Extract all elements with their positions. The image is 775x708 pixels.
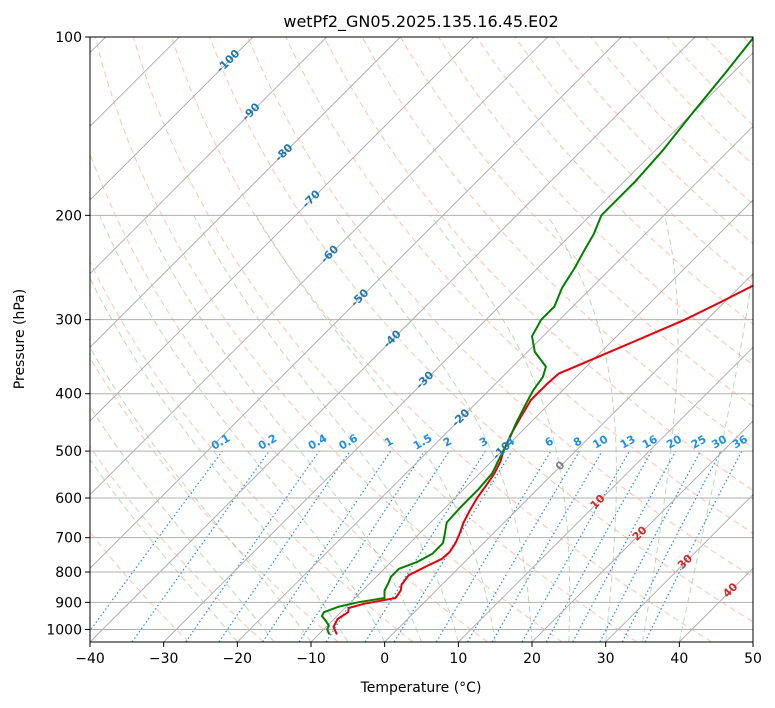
y-tick-label: 500 — [55, 444, 82, 460]
mixing-ratio-line — [131, 450, 270, 642]
dry-adiabat — [90, 446, 264, 642]
y-tick-label: 100 — [55, 30, 82, 46]
isotherm — [90, 37, 696, 642]
chart-title: wetPf2_GN05.2025.135.16.45.E02 — [283, 12, 558, 32]
mixing-ratio-line — [218, 450, 351, 642]
dry-adiabat — [171, 37, 712, 642]
y-tick-label: 1000 — [46, 622, 82, 638]
x-tick-label: 40 — [670, 651, 688, 667]
mixing-ratio-line — [90, 450, 223, 632]
isotherm — [90, 37, 254, 201]
mixing-ratio-line — [521, 450, 631, 642]
mixing-ratio-line — [572, 450, 677, 642]
moist-adiabat — [90, 458, 238, 642]
dry-adiabat — [247, 37, 753, 578]
moist-adiabat — [332, 215, 533, 642]
isotherm — [384, 272, 753, 642]
x-axis: −40 −30 −20 −10 0 10 20 30 40 50 — [75, 642, 762, 667]
mixing-ratio-line — [298, 450, 425, 642]
temperature-profile — [332, 284, 753, 635]
dry-adiabat — [514, 37, 753, 285]
dry-adiabat — [90, 260, 414, 642]
isotherm — [90, 37, 401, 349]
y-tick-label: 400 — [55, 387, 82, 403]
y-tick-label: 800 — [55, 565, 82, 581]
x-tick-label: −20 — [223, 651, 253, 667]
mixing-ratio-line — [644, 450, 743, 642]
dry-adiabat — [132, 37, 638, 642]
y-tick-label: 300 — [55, 313, 82, 329]
isotherm — [90, 37, 475, 422]
isotherm — [457, 346, 753, 642]
isotherm — [310, 199, 753, 642]
dry-adiabat — [323, 37, 753, 491]
y-tick-label: 900 — [55, 595, 82, 611]
isotherm — [531, 420, 753, 642]
isotherm — [90, 37, 549, 496]
x-tick-label: 10 — [449, 651, 467, 667]
y-tick-label: 200 — [55, 208, 82, 224]
y-axis-title: Pressure (hPa) — [12, 289, 28, 389]
dry-adiabat — [90, 356, 339, 642]
series-layer — [321, 37, 753, 635]
mixing-ratio-line — [185, 450, 320, 642]
x-tick-label: −30 — [149, 651, 179, 667]
mixing-ratio-line — [325, 450, 450, 642]
dewpoint-profile — [321, 37, 753, 635]
moist-adiabat — [90, 346, 312, 642]
dry-adiabat — [94, 37, 563, 642]
plot-frame — [89, 36, 754, 643]
x-tick-label: −10 — [296, 651, 326, 667]
isotherm — [605, 493, 753, 642]
x-tick-label: 30 — [597, 651, 615, 667]
moist-adiabat — [642, 215, 679, 642]
moist-adiabat — [193, 215, 459, 642]
mixing-ratio-line — [393, 450, 513, 642]
y-axis: 100 200 300 400 500 600 700 800 900 1000 — [46, 30, 90, 638]
isotherm — [236, 125, 753, 642]
moist-adiabat — [678, 264, 753, 642]
isotherm — [90, 37, 328, 275]
dry-adiabat — [476, 37, 753, 325]
x-tick-label: 0 — [380, 651, 389, 667]
moist-adiabat — [90, 405, 275, 642]
gridlines — [90, 37, 753, 642]
moist-adiabat — [142, 215, 422, 642]
dry-adiabat — [209, 37, 753, 623]
mixing-ratio-line — [262, 450, 392, 642]
y-tick-label: 700 — [55, 531, 82, 547]
x-tick-label: −40 — [75, 651, 105, 667]
dry-adiabat — [285, 37, 753, 535]
mixing-ratio-line — [545, 450, 653, 642]
y-tick-label: 600 — [55, 491, 82, 507]
x-tick-label: 50 — [744, 651, 762, 667]
x-tick-label: 20 — [523, 651, 541, 667]
x-axis-title: Temperature (°C) — [360, 680, 482, 696]
isotherm — [90, 37, 622, 570]
isotherm — [163, 51, 753, 642]
moist-adiabat — [430, 215, 571, 642]
